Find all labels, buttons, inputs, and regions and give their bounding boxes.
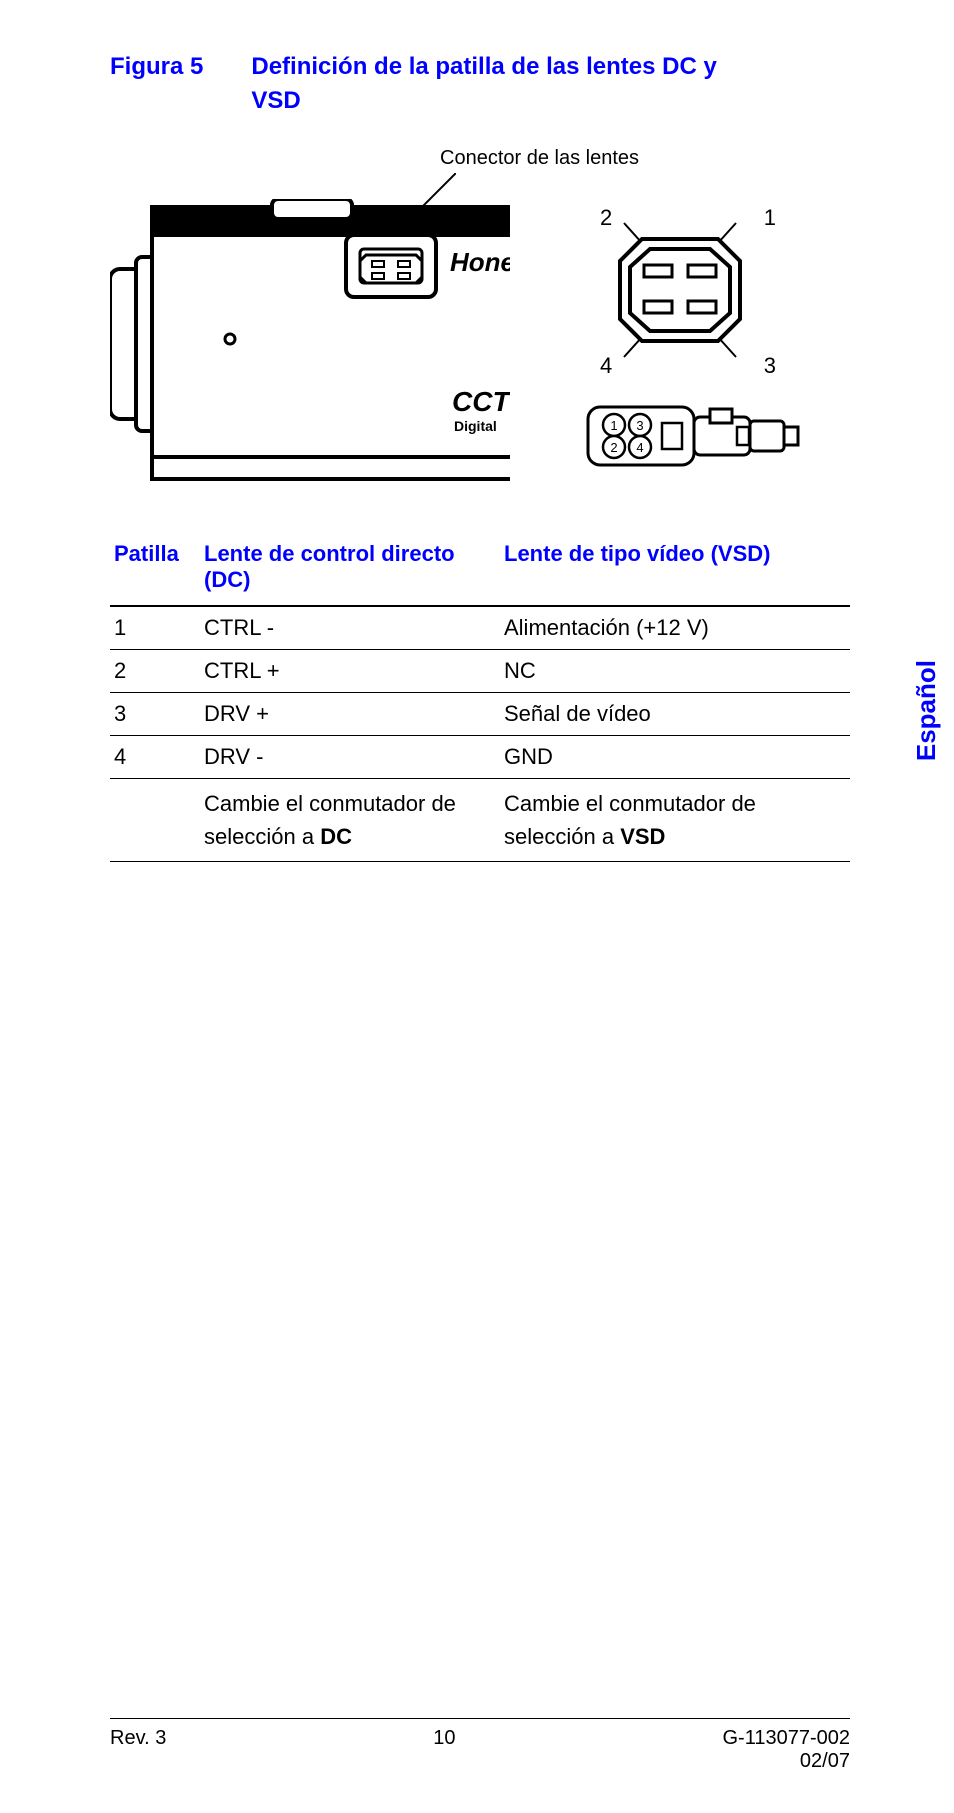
camera-illustration: Honey CCT Digital [110,199,510,499]
model-bottom: Digital [454,418,497,434]
figure-title: Definición de la patilla de las lentes D… [251,50,761,117]
figure-label: Figura 5 [110,50,203,117]
figure-heading: Figura 5 Definición de la patilla de las… [110,50,850,117]
th-dc: Lente de control directo (DC) [200,537,500,606]
svg-text:4: 4 [636,440,643,455]
cell-empty [110,779,200,862]
model-top: CCT [452,386,510,417]
footer-rev: Rev. 3 [110,1727,166,1773]
table-row: 4 DRV - GND [110,736,850,779]
cell-vsd: Señal de vídeo [500,693,850,736]
cell-vsd: Alimentación (+12 V) [500,606,850,650]
pin-num-2: 2 [600,205,612,231]
cell-vsd-note: Cambie el conmutador de selección a VSD [500,779,850,862]
cell-dc: DRV + [200,693,500,736]
page-footer: Rev. 3 10 G-113077-002 02/07 [110,1718,850,1773]
cell-dc: CTRL + [200,650,500,693]
svg-text:1: 1 [610,418,617,433]
cell-pin: 1 [110,606,200,650]
th-vsd: Lente de tipo vídeo (VSD) [500,537,850,606]
connector-callout-label: Conector de las lentes [440,147,639,170]
page-content: Figura 5 Definición de la patilla de las… [110,50,850,862]
cell-pin: 4 [110,736,200,779]
language-tab: Español [911,660,942,761]
footer-doc: G-113077-002 02/07 [722,1727,850,1773]
diagram-area: Conector de las lentes [110,147,850,507]
cell-pin: 2 [110,650,200,693]
connector-side-view: 1 2 3 4 [582,397,802,477]
pin-num-1: 1 [764,205,776,231]
table-row: 2 CTRL + NC [110,650,850,693]
footer-page: 10 [433,1727,455,1773]
table-footer-row: Cambie el conmutador de selección a DC C… [110,779,850,862]
pin-num-4: 4 [600,353,612,379]
th-pin: Patilla [110,537,200,606]
cell-dc: CTRL - [200,606,500,650]
cell-pin: 3 [110,693,200,736]
cell-vsd: GND [500,736,850,779]
brand-text: Honey [450,247,510,277]
table-row: 3 DRV + Señal de vídeo [110,693,850,736]
pin-num-3: 3 [764,353,776,379]
pin-table: Patilla Lente de control directo (DC) Le… [110,537,850,862]
cell-dc: DRV - [200,736,500,779]
svg-text:2: 2 [610,440,617,455]
cell-vsd: NC [500,650,850,693]
svg-text:3: 3 [636,418,643,433]
table-row: 1 CTRL - Alimentación (+12 V) [110,606,850,650]
connector-front-view: 2 1 4 3 [580,205,780,375]
cell-dc-note: Cambie el conmutador de selección a DC [200,779,500,862]
